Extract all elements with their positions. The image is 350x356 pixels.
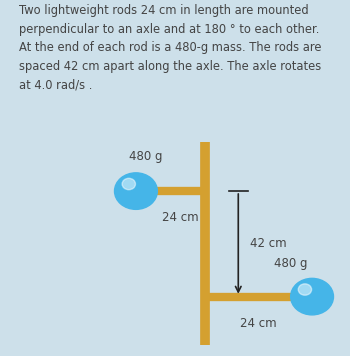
Circle shape xyxy=(122,178,135,190)
Circle shape xyxy=(290,278,334,315)
Text: 480 g: 480 g xyxy=(129,150,162,163)
Text: 480 g: 480 g xyxy=(274,257,307,270)
Circle shape xyxy=(298,284,312,295)
Text: 24 cm: 24 cm xyxy=(162,211,198,224)
Text: Two lightweight rods 24 cm in length are mounted
perpendicular to an axle and at: Two lightweight rods 24 cm in length are… xyxy=(19,5,322,91)
Circle shape xyxy=(114,173,158,209)
Text: 42 cm: 42 cm xyxy=(250,237,287,250)
Text: 24 cm: 24 cm xyxy=(240,317,277,330)
